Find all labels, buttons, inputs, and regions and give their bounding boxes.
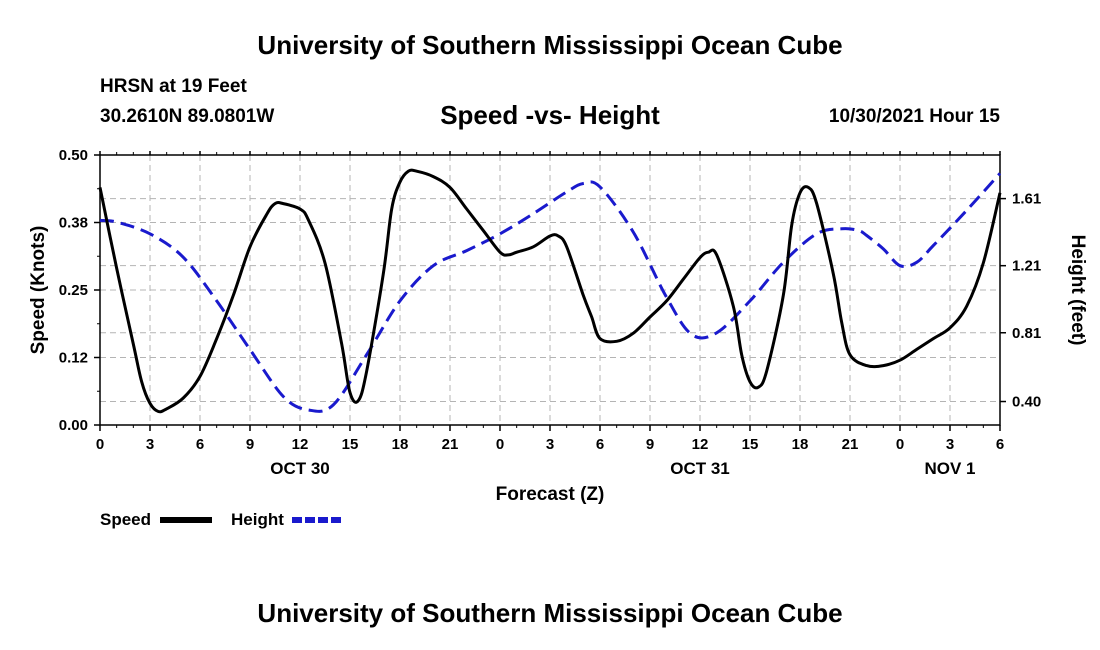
chart-title: Speed -vs- Height <box>440 100 660 130</box>
speed-series-line <box>98 168 1002 414</box>
y2-tick-label: 1.61 <box>1012 191 1041 208</box>
x-tick-label: 6 <box>996 436 1004 453</box>
legend-speed-label: Speed <box>100 510 151 529</box>
date-label: OCT 31 <box>670 459 730 478</box>
x-tick-label: 12 <box>292 436 309 453</box>
y2-tick-label: 0.40 <box>1012 394 1041 411</box>
y-tick-label: 0.12 <box>59 350 88 367</box>
x-tick-label: 15 <box>342 436 359 453</box>
axis-ticks <box>94 151 1006 431</box>
x-tick-label: 9 <box>246 436 254 453</box>
y-axis-label: Speed (Knots) <box>28 226 49 355</box>
x-tick-label: 18 <box>392 436 409 453</box>
x-tick-label: 21 <box>442 436 459 453</box>
y2-tick-label: 0.81 <box>1012 325 1041 342</box>
grid-lines <box>100 155 1000 425</box>
date-label: OCT 30 <box>270 459 330 478</box>
legend: Speed Height <box>100 510 342 529</box>
x-tick-label: 15 <box>742 436 759 453</box>
page-title: University of Southern Mississippi Ocean… <box>257 30 843 60</box>
date-labels: OCT 30 OCT 31 NOV 1 <box>270 459 975 478</box>
y-tick-labels: 0.00 0.12 0.25 0.38 0.50 <box>59 147 88 434</box>
x-tick-label: 18 <box>792 436 809 453</box>
legend-height-label: Height <box>231 510 284 529</box>
x-tick-labels: 0 3 6 9 12 15 18 21 0 3 6 9 12 15 18 21 0 3 6 <box>96 436 1004 453</box>
x-axis-label: Forecast (Z) <box>496 484 605 505</box>
forecast-run-time: 10/30/2021 Hour 15 <box>828 106 1000 127</box>
x-tick-label: 21 <box>842 436 859 453</box>
date-label: NOV 1 <box>924 459 975 478</box>
y2-tick-label: 1.21 <box>1012 258 1041 275</box>
x-tick-label: 0 <box>96 436 104 453</box>
x-tick-label: 9 <box>646 436 654 453</box>
footer-title: University of Southern Mississippi Ocean… <box>257 598 843 628</box>
x-tick-label: 0 <box>496 436 504 453</box>
x-tick-label: 3 <box>946 436 954 453</box>
y2-axis-label: Height (feet) <box>1067 235 1088 346</box>
x-tick-label: 3 <box>146 436 154 453</box>
y2-tick-labels: 0.40 0.81 1.21 1.61 <box>1012 191 1041 411</box>
y-tick-label: 0.25 <box>59 282 88 299</box>
y-tick-label: 0.50 <box>59 147 88 164</box>
x-tick-label: 6 <box>196 436 204 453</box>
x-tick-label: 12 <box>692 436 709 453</box>
height-series-line <box>99 172 1002 413</box>
x-tick-label: 6 <box>596 436 604 453</box>
x-tick-label: 0 <box>896 436 904 453</box>
station-coordinates: 30.2610N 89.0801W <box>100 106 275 127</box>
x-tick-label: 3 <box>546 436 554 453</box>
station-label: HRSN at 19 Feet <box>100 76 247 97</box>
y-tick-label: 0.00 <box>59 417 88 434</box>
y-tick-label: 0.38 <box>59 215 88 232</box>
